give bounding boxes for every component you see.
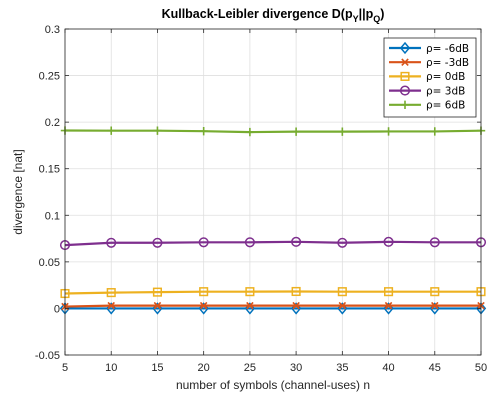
data-point (337, 287, 347, 297)
x-tick-label: 45 (429, 362, 441, 374)
data-point (245, 287, 255, 297)
data-point (106, 237, 117, 248)
data-point (430, 127, 439, 136)
data-point (106, 288, 116, 298)
series-line (64, 290, 481, 295)
data-point (199, 287, 209, 297)
legend-label: ρ= -3dB (426, 57, 469, 69)
data-point (290, 302, 302, 315)
data-point (152, 287, 162, 297)
data-point (198, 302, 209, 315)
data-point (246, 301, 254, 310)
data-point (383, 302, 394, 315)
data-point (153, 301, 162, 310)
series-1 (61, 301, 485, 311)
data-point (337, 237, 348, 248)
data-point (292, 301, 300, 310)
data-point (244, 302, 256, 315)
data-point (198, 237, 209, 248)
legend-marker (400, 100, 410, 109)
x-tick-label: 35 (336, 362, 348, 374)
data-point (430, 287, 440, 297)
data-point (152, 302, 163, 315)
x-tick-label: 15 (151, 362, 163, 374)
data-point (291, 286, 301, 297)
y-tick-label: 0.2 (45, 117, 60, 129)
y-tick-label: 0.05 (39, 257, 60, 269)
legend-entry: ρ= 3dB (389, 85, 465, 97)
x-axis-label: number of symbols (channel-uses) n (176, 378, 370, 392)
legend: ρ= -6dB ρ= -3dB ρ= 0dB ρ= 3dB ρ= 6dB (383, 37, 477, 118)
ticks: 5 10 15 20 25 30 35 40 45 50 -0.05 0 0.05 0.1 0.15 0.2 0… (35, 24, 487, 374)
data-point (429, 302, 440, 315)
data-point (429, 237, 440, 248)
legend-entry: ρ= -3dB (389, 57, 469, 69)
title-sub-q: Q (373, 14, 380, 24)
data-point (107, 126, 116, 135)
legend-label: ρ= 6dB (426, 100, 465, 112)
data-point (291, 127, 301, 136)
data-point (107, 301, 115, 310)
x-tick-label: 40 (382, 362, 394, 374)
title-part-2: ||p (359, 7, 374, 21)
legend-marker (400, 71, 410, 81)
x-tick-label: 50 (475, 362, 487, 374)
data-point (199, 126, 208, 136)
series-line (64, 240, 481, 247)
data-point (431, 301, 439, 310)
series-0 (59, 302, 487, 315)
y-tick-label: 0.1 (45, 210, 60, 222)
legend-marker (399, 85, 411, 96)
series-layer (59, 126, 487, 315)
y-tick-label: 0.15 (39, 164, 60, 176)
legend-entry: ρ= -6dB (389, 41, 469, 55)
y-tick-label: 0.25 (39, 71, 60, 83)
y-tick-label: 0.3 (45, 24, 60, 36)
legend-entry: ρ= 6dB (389, 100, 465, 112)
legend-label: ρ= -6dB (426, 43, 469, 55)
data-point (337, 302, 348, 315)
legend-marker (401, 58, 409, 66)
legend-marker (399, 41, 411, 55)
legend-entry: ρ= 0dB (389, 71, 465, 83)
legend-label: ρ= 3dB (426, 85, 465, 97)
y-axis-label: divergence [nat] (11, 149, 25, 234)
x-tick-label: 30 (290, 362, 302, 374)
data-point (152, 237, 163, 248)
x-tick-label: 25 (244, 362, 256, 374)
title-sub-y: Y (353, 14, 359, 24)
title-part-1: Kullback-Leibler divergence D(p (162, 7, 353, 21)
series-line (64, 129, 482, 134)
data-point (291, 236, 302, 247)
data-point (384, 301, 393, 310)
axes-box (64, 28, 482, 356)
title-part-3: ) (380, 7, 384, 21)
y-tick-label: -0.05 (35, 350, 60, 362)
series-line (64, 304, 481, 308)
data-point (244, 237, 255, 248)
y-tick-label: 0 (54, 303, 60, 315)
x-tick-label: 10 (105, 362, 117, 374)
chart-title: Kullback-Leibler divergence D(pY||pQ) (162, 7, 385, 24)
legend-label: ρ= 0dB (426, 71, 465, 83)
data-point (338, 127, 347, 136)
data-point (384, 127, 393, 136)
x-tick-label: 5 (62, 362, 68, 374)
data-point (153, 126, 162, 135)
data-point (199, 301, 208, 310)
data-point (338, 301, 347, 310)
data-point (384, 287, 394, 297)
x-tick-label: 20 (198, 362, 210, 374)
data-point (383, 236, 394, 247)
data-point (245, 127, 255, 137)
